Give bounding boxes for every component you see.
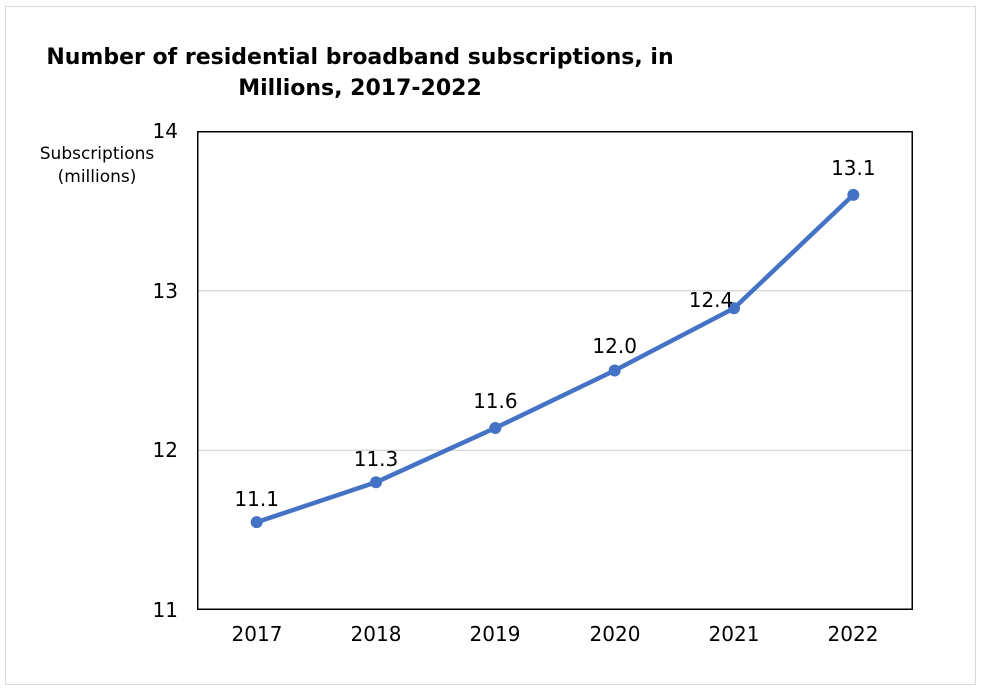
- data-label: 11.1: [234, 487, 279, 512]
- x-tick-label-2017: 2017: [231, 622, 283, 646]
- x-tick-label-2019: 2019: [469, 622, 521, 646]
- data-point-marker: [728, 302, 740, 315]
- chart-title: Number of residential broadband subscrip…: [10, 42, 710, 104]
- data-point-marker: [489, 421, 502, 434]
- data-point-marker: [847, 188, 860, 201]
- x-tick-label-2021: 2021: [708, 622, 760, 646]
- x-tick-label-2020: 2020: [589, 622, 641, 646]
- data-label: 12.0: [592, 333, 637, 358]
- data-label: 11.6: [473, 388, 518, 413]
- y-axis-title-line-2: (millions): [57, 167, 137, 187]
- data-label: 12.4: [688, 288, 734, 313]
- x-tick-label-2018: 2018: [350, 622, 402, 646]
- plot-border: [197, 131, 913, 610]
- y-tick-label-13: 13: [152, 279, 178, 303]
- series-line: [254, 192, 856, 525]
- data-label: 13.1: [831, 155, 876, 180]
- x-tick-label-2022: 2022: [827, 622, 879, 646]
- data-point-marker: [608, 364, 621, 377]
- y-tick-label-12: 12: [152, 438, 178, 462]
- page-frame: [5, 6, 976, 685]
- plot-area: [197, 131, 913, 610]
- y-tick-label-11: 11: [152, 598, 178, 622]
- data-label: 11.3: [353, 447, 399, 472]
- data-point-marker: [370, 476, 382, 489]
- y-tick-label-14: 14: [152, 119, 178, 143]
- y-axis-title: Subscriptions (millions): [18, 143, 176, 189]
- chart-title-line-1: Number of residential broadband subscrip…: [46, 45, 674, 70]
- data-point-marker: [250, 516, 263, 529]
- chart-title-line-2: Millions, 2017-2022: [238, 76, 482, 101]
- y-axis-title-line-1: Subscriptions: [39, 144, 155, 164]
